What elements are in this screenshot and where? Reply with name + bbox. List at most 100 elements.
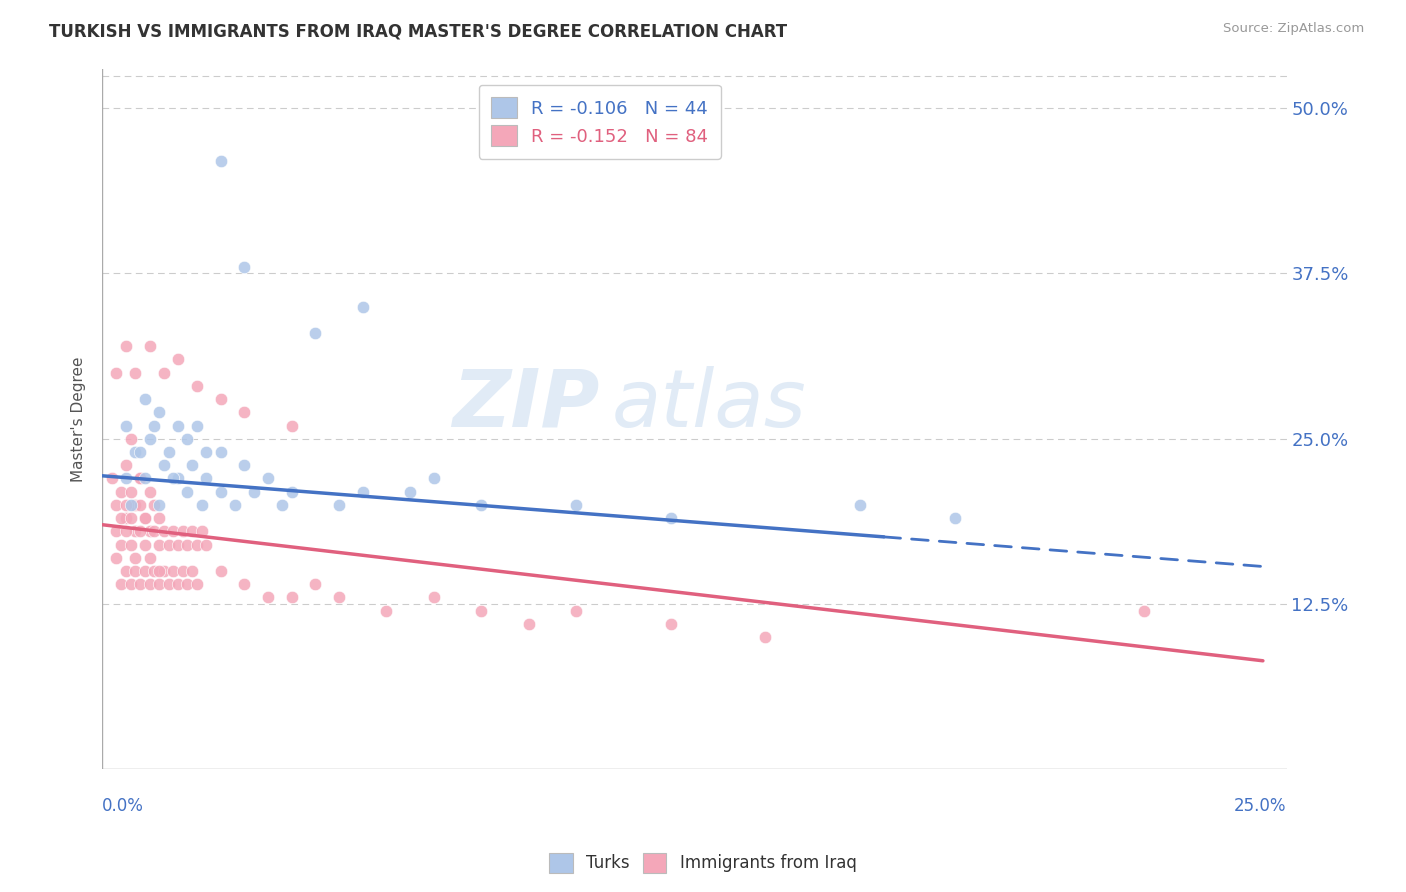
Point: [190, 498, 212, 512]
Point: [134, 511, 156, 525]
Point: [153, 366, 176, 380]
Point: [304, 577, 326, 591]
Point: [148, 537, 170, 551]
Point: [124, 524, 146, 539]
Point: [153, 458, 176, 473]
Point: [115, 524, 138, 539]
Point: [138, 524, 160, 539]
Point: [167, 577, 190, 591]
Point: [176, 577, 198, 591]
Point: [120, 432, 142, 446]
Point: [167, 471, 190, 485]
Point: [129, 471, 152, 485]
Point: [138, 577, 160, 591]
Text: Source: ZipAtlas.com: Source: ZipAtlas.com: [1223, 22, 1364, 36]
Point: [143, 524, 166, 539]
Point: [143, 498, 166, 512]
Point: [209, 484, 232, 499]
Point: [176, 484, 198, 499]
Point: [209, 392, 232, 406]
Point: [115, 418, 138, 433]
Point: [209, 154, 232, 169]
Point: [195, 445, 218, 459]
Point: [124, 445, 146, 459]
Point: [423, 591, 446, 605]
Point: [176, 537, 198, 551]
Point: [105, 498, 128, 512]
Point: [224, 498, 246, 512]
Point: [115, 339, 138, 353]
Point: [129, 524, 152, 539]
Point: [129, 445, 152, 459]
Text: atlas: atlas: [612, 366, 806, 444]
Y-axis label: Master's Degree: Master's Degree: [72, 356, 86, 482]
Point: [754, 630, 776, 644]
Point: [115, 511, 138, 525]
Point: [148, 577, 170, 591]
Point: [233, 405, 256, 419]
Point: [233, 577, 256, 591]
Point: [186, 418, 208, 433]
Point: [157, 537, 180, 551]
Text: ZIP: ZIP: [453, 366, 599, 444]
Point: [129, 577, 152, 591]
Point: [110, 511, 132, 525]
Point: [148, 405, 170, 419]
Point: [243, 484, 266, 499]
Point: [148, 511, 170, 525]
Point: [849, 498, 872, 512]
Point: [328, 591, 350, 605]
Point: [148, 498, 170, 512]
Point: [352, 300, 374, 314]
Point: [167, 537, 190, 551]
Point: [233, 260, 256, 274]
Point: [280, 591, 302, 605]
Point: [124, 550, 146, 565]
Point: [134, 537, 156, 551]
Point: [157, 445, 180, 459]
Point: [153, 524, 176, 539]
Point: [257, 471, 280, 485]
Point: [115, 471, 138, 485]
Point: [186, 577, 208, 591]
Text: 0.0%: 0.0%: [103, 797, 143, 815]
Point: [110, 484, 132, 499]
Point: [157, 577, 180, 591]
Point: [134, 564, 156, 578]
Point: [186, 379, 208, 393]
Point: [167, 352, 190, 367]
Point: [138, 339, 160, 353]
Point: [138, 432, 160, 446]
Point: [110, 577, 132, 591]
Point: [470, 498, 492, 512]
Point: [162, 471, 184, 485]
Point: [167, 418, 190, 433]
Point: [352, 484, 374, 499]
Point: [134, 511, 156, 525]
Point: [124, 498, 146, 512]
Point: [172, 524, 194, 539]
Point: [134, 471, 156, 485]
Point: [138, 484, 160, 499]
Point: [233, 458, 256, 473]
Point: [181, 524, 204, 539]
Point: [105, 366, 128, 380]
Point: [120, 577, 142, 591]
Point: [143, 564, 166, 578]
Point: [172, 564, 194, 578]
Point: [943, 511, 966, 525]
Point: [100, 471, 122, 485]
Point: [1133, 604, 1156, 618]
Point: [120, 511, 142, 525]
Point: [195, 471, 218, 485]
Point: [162, 524, 184, 539]
Point: [181, 564, 204, 578]
Point: [124, 366, 146, 380]
Point: [565, 604, 588, 618]
Point: [280, 418, 302, 433]
Point: [115, 564, 138, 578]
Point: [328, 498, 350, 512]
Legend: R = -0.106   N = 44, R = -0.152   N = 84: R = -0.106 N = 44, R = -0.152 N = 84: [478, 85, 721, 159]
Point: [304, 326, 326, 340]
Point: [271, 498, 294, 512]
